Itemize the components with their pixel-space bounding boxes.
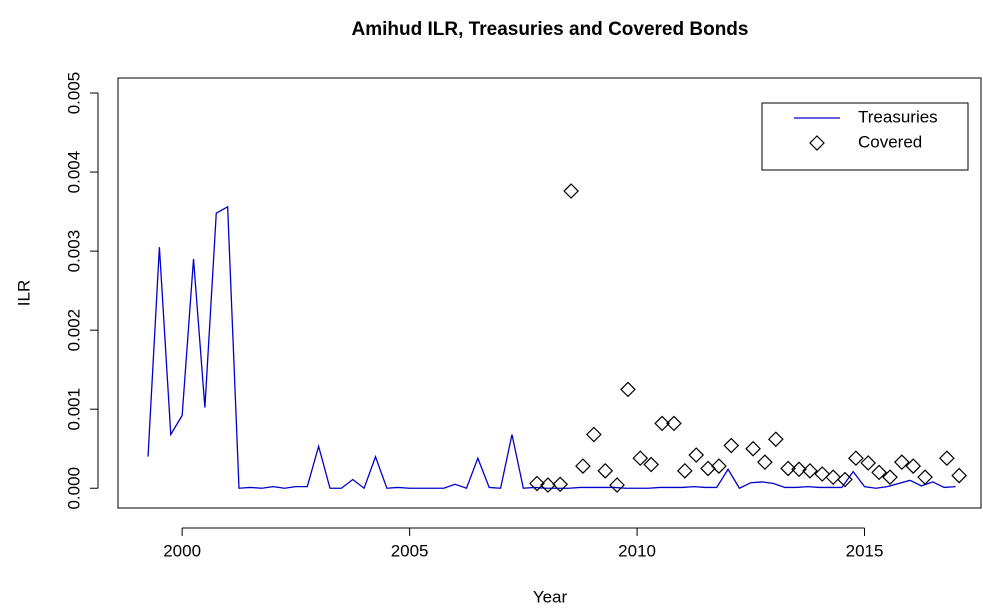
scatter-point (563, 183, 579, 199)
scatter-point (802, 463, 818, 479)
legend-box (761, 102, 969, 171)
scatter-point (609, 477, 625, 493)
scatter-point (575, 458, 591, 474)
legend-label: Treasuries (858, 107, 938, 126)
scatter-point (597, 463, 614, 479)
y-tick-label: 0.003 (64, 230, 83, 273)
scatter-point (540, 477, 556, 493)
scatter-point (791, 461, 807, 478)
scatter-point (871, 464, 887, 481)
scatter-point (825, 469, 841, 486)
legend-label: Covered (858, 132, 922, 151)
scatter-point (654, 415, 670, 432)
y-tick-label: 0.001 (64, 388, 83, 431)
scatter-point (529, 475, 545, 492)
scatter-point (676, 463, 693, 479)
plot-frame (117, 77, 982, 509)
scatter-point (586, 426, 602, 443)
scatter-point (757, 454, 773, 471)
x-tick-label: 2005 (391, 541, 429, 560)
scatter-point (711, 458, 727, 474)
y-tick-label: 0.004 (64, 151, 83, 194)
scatter-point (860, 455, 877, 471)
scatter-point (666, 415, 682, 432)
series-line (147, 205, 956, 490)
scatter-point (905, 458, 922, 474)
scatter-point (917, 469, 933, 486)
x-tick-label: 2010 (618, 541, 656, 560)
y-tick-label: 0.002 (64, 309, 83, 352)
scatter-point (643, 456, 660, 473)
y-tick-label: 0.000 (64, 467, 83, 510)
scatter-point (780, 460, 796, 477)
scatter-point (882, 469, 898, 486)
scatter-point (767, 431, 784, 448)
legend-marker (809, 135, 825, 151)
scatter-point (632, 450, 649, 467)
scatter-point (814, 466, 831, 482)
scatter-point (939, 450, 955, 467)
x-tick-label: 2015 (846, 541, 884, 560)
scatter-point (688, 447, 705, 463)
scatter-point (848, 450, 864, 467)
scatter-point (951, 467, 968, 484)
scatter-point (893, 454, 910, 471)
scatter-point (552, 476, 569, 493)
x-axis-label: Year (533, 587, 568, 606)
y-tick-label: 0.005 (64, 72, 83, 115)
scatter-point (700, 460, 716, 477)
scatter-point (723, 437, 740, 454)
scatter-point (745, 440, 761, 457)
x-tick-label: 2000 (163, 541, 201, 560)
y-axis-label: ILR (14, 280, 33, 306)
scatter-point (620, 381, 636, 398)
scatter-point (837, 471, 853, 488)
chart-title: Amihud ILR, Treasuries and Covered Bonds (352, 19, 749, 40)
